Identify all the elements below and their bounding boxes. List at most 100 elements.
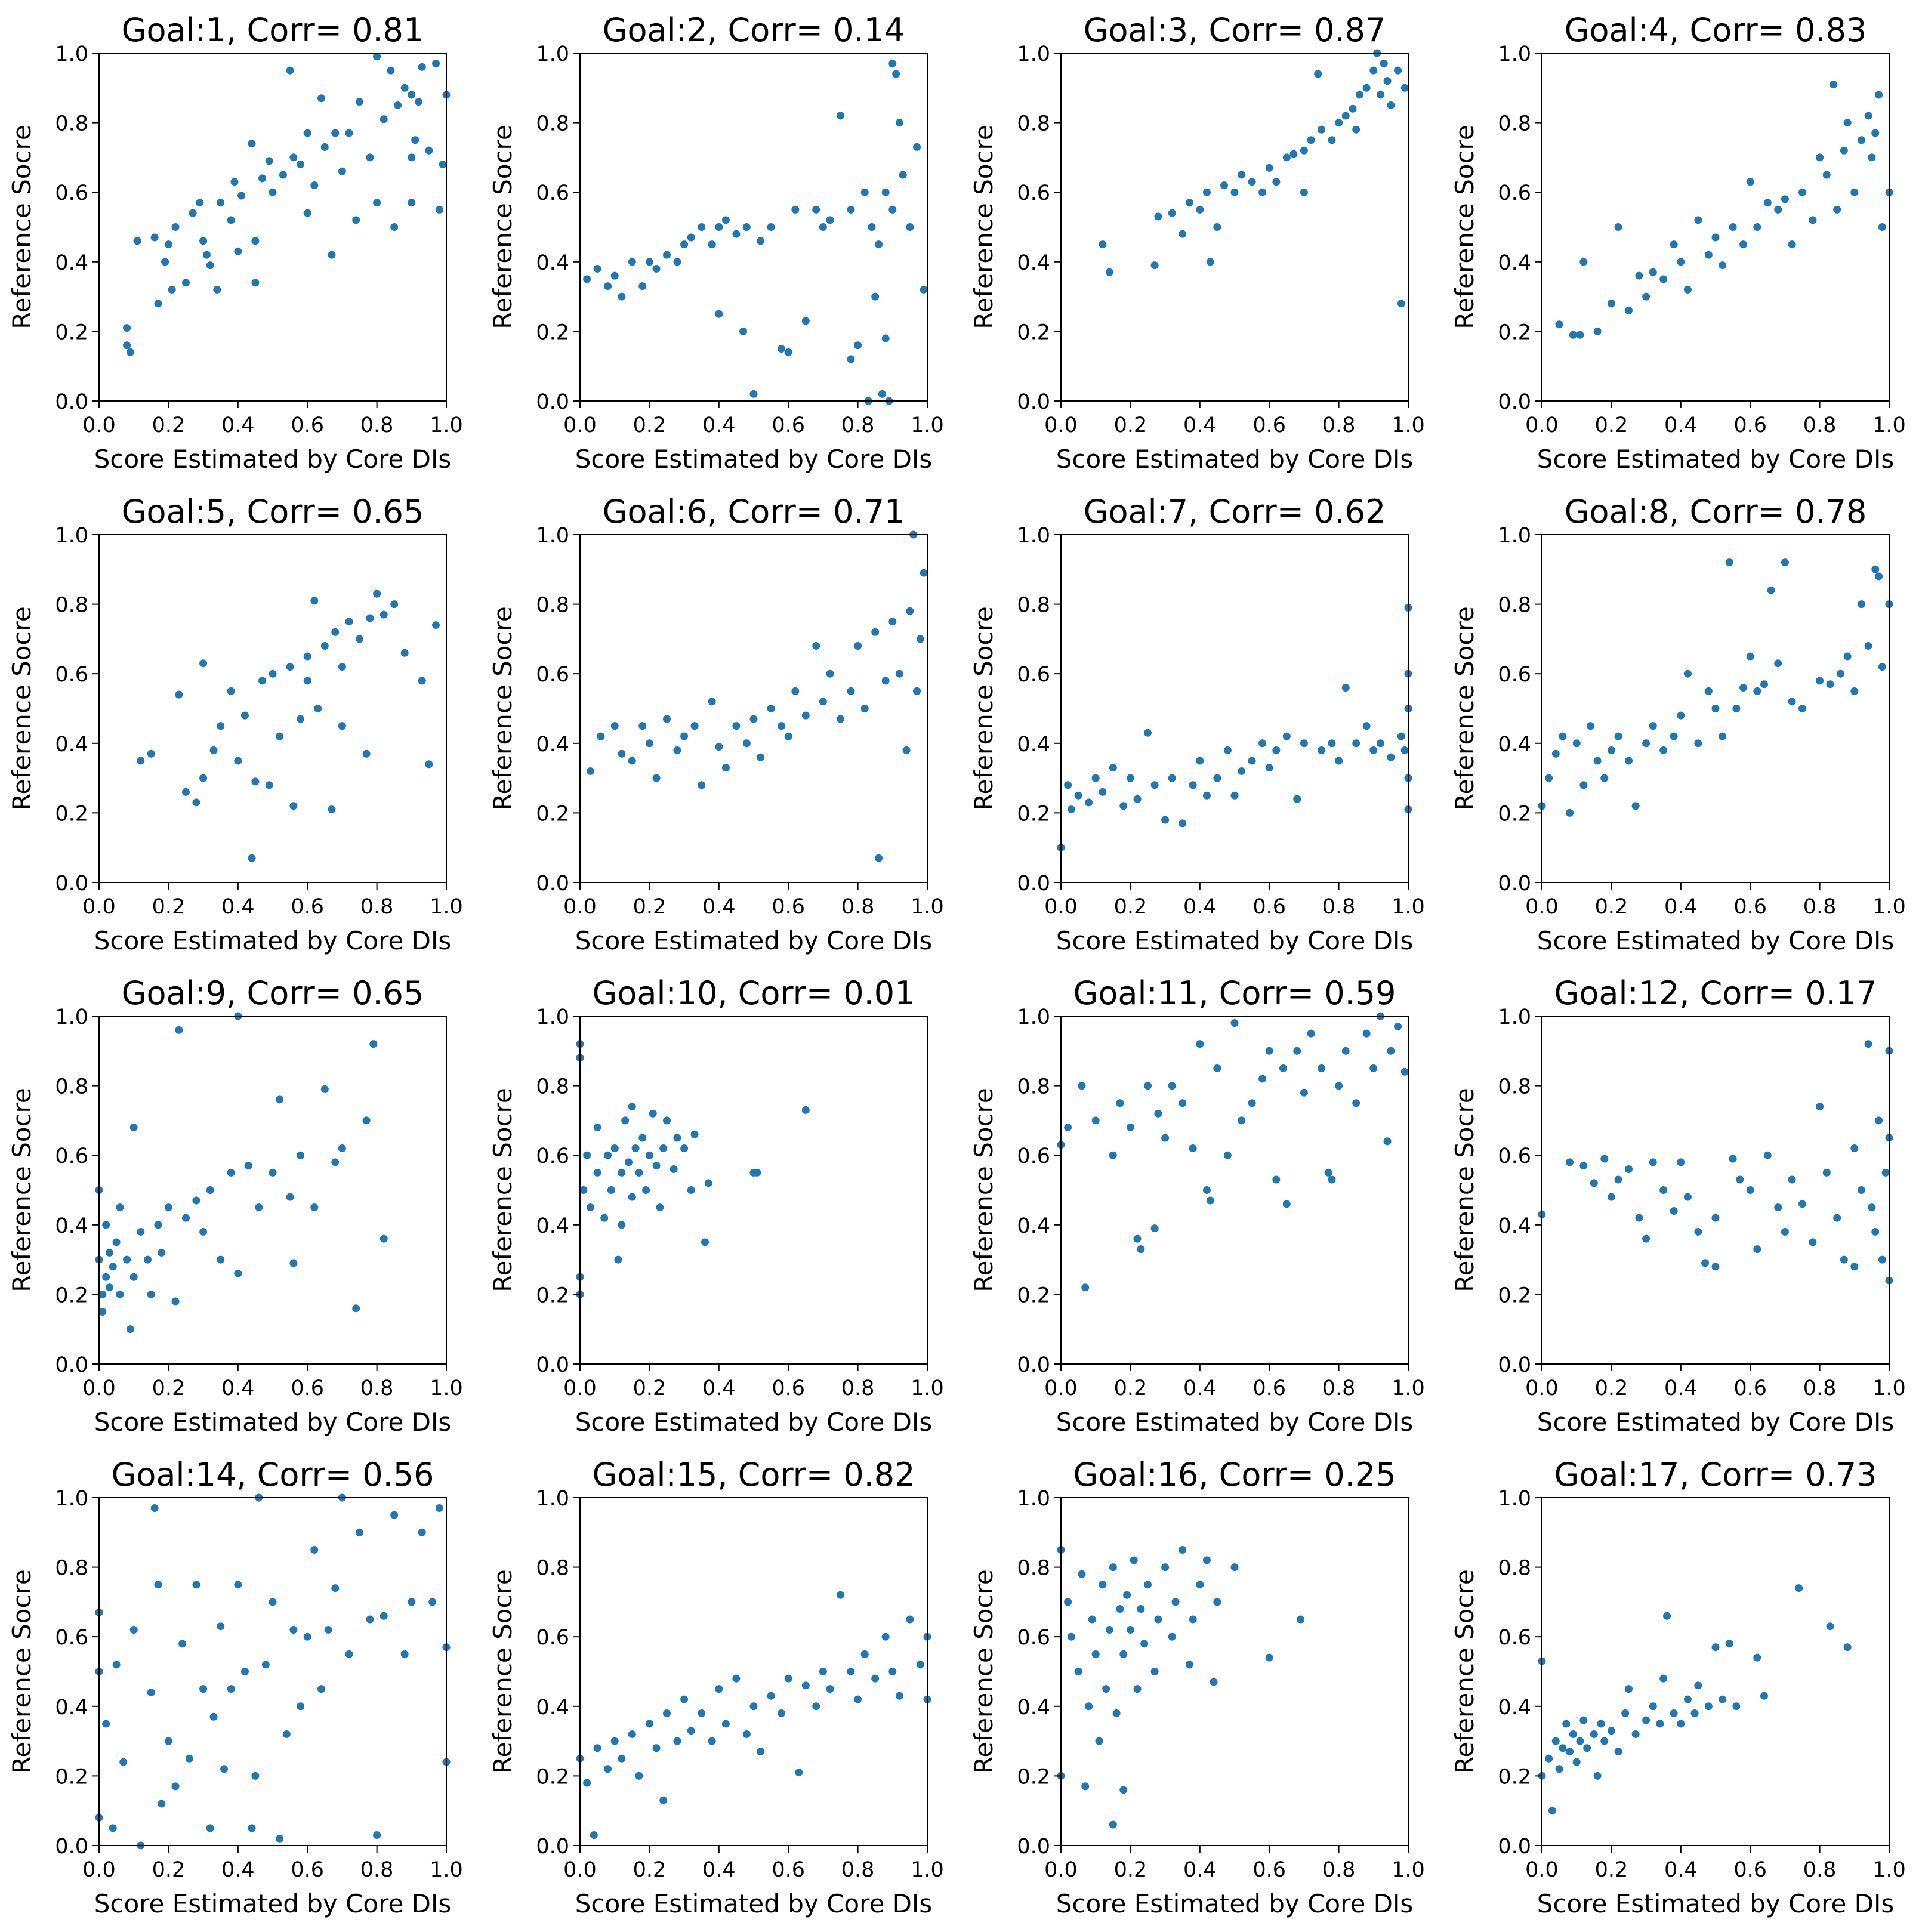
data-point (837, 1591, 844, 1599)
data-point (297, 715, 305, 723)
subplot: 0.0 0.2 0.4 0.6 0.8 1.0 0.0 0.2 0.4 0.6 0.8 1.0 Goal… (969, 493, 1425, 955)
data-point (1694, 216, 1702, 224)
data-point (1112, 1709, 1121, 1717)
x-tick-label: 0.4 (702, 1858, 736, 1882)
data-point (895, 669, 903, 678)
x-tick-label: 0.6 (291, 413, 324, 437)
data-point (1656, 1720, 1664, 1728)
data-point (230, 178, 239, 186)
y-axis-label: Reference Socre (969, 606, 998, 810)
data-point (638, 282, 647, 291)
data-point (1593, 1771, 1602, 1780)
data-point (1871, 1227, 1880, 1236)
x-axis-label: Score Estimated by Core DIs (575, 445, 933, 474)
data-point (209, 746, 218, 754)
data-point (614, 1255, 622, 1264)
data-point (154, 1581, 162, 1589)
data-point (1116, 1099, 1124, 1107)
data-point (1356, 91, 1364, 99)
y-axis-label: Reference Socre (1450, 1569, 1479, 1773)
data-point (1850, 188, 1859, 196)
data-point (1767, 586, 1775, 594)
data-point (1126, 1626, 1134, 1634)
data-point (1659, 275, 1668, 283)
data-point (240, 1668, 249, 1675)
data-point (1126, 1124, 1134, 1132)
data-point (418, 677, 426, 685)
y-tick-label: 1.0 (55, 42, 88, 66)
data-point (1258, 1075, 1267, 1083)
data-point (860, 705, 869, 712)
y-tick-label: 0.8 (1498, 112, 1531, 136)
data-point (1081, 1782, 1090, 1791)
data-point (1210, 1678, 1218, 1686)
data-point (1694, 1681, 1702, 1690)
data-point (171, 1297, 180, 1306)
data-point (400, 84, 409, 92)
x-tick-label: 0.8 (1803, 413, 1837, 437)
y-tick-label: 1.0 (55, 1005, 88, 1029)
data-point (408, 91, 416, 99)
data-point (1085, 798, 1093, 807)
data-point (767, 223, 775, 231)
x-axis-label: Score Estimated by Core DIs (94, 445, 452, 474)
data-point (369, 1040, 378, 1048)
data-point (826, 1685, 834, 1693)
data-point (1649, 1158, 1657, 1166)
data-point (1663, 1612, 1671, 1620)
data-point (1701, 1259, 1710, 1267)
y-axis-label: Reference Socre (488, 1088, 517, 1292)
data-point (1732, 1702, 1741, 1711)
x-tick-label: 1.0 (1872, 895, 1906, 919)
data-point (1746, 652, 1754, 661)
x-axis-label: Score Estimated by Core DIs (1537, 926, 1895, 955)
y-tick-label: 0.6 (55, 1626, 88, 1650)
data-point (1614, 732, 1622, 740)
data-point (757, 1748, 765, 1756)
data-point (1154, 212, 1162, 221)
data-point (1196, 205, 1204, 214)
x-tick-label: 0.8 (360, 1377, 394, 1400)
y-tick-label: 1.0 (1017, 1005, 1050, 1029)
data-point (645, 1151, 653, 1159)
data-point (269, 188, 277, 196)
data-point (123, 324, 131, 332)
y-tick-label: 0.6 (1017, 1144, 1050, 1168)
data-point (663, 715, 671, 723)
data-point (739, 327, 748, 335)
data-point (1293, 1047, 1301, 1055)
axes-frame (98, 534, 447, 883)
x-axis-label: Score Estimated by Core DIs (1056, 926, 1414, 955)
data-point (356, 1528, 363, 1536)
data-point (1729, 1155, 1737, 1163)
data-point (150, 233, 159, 242)
data-point (255, 1203, 263, 1212)
data-point (286, 66, 294, 75)
y-tick-label: 0.0 (1498, 872, 1531, 896)
x-axis-label: Score Estimated by Core DIs (575, 926, 933, 955)
data-point (320, 1085, 329, 1093)
y-tick-label: 1.0 (1017, 1487, 1050, 1511)
data-point (1179, 819, 1187, 828)
data-point (1788, 1175, 1796, 1184)
data-point (1126, 774, 1134, 782)
data-point (1109, 1820, 1117, 1829)
data-point (854, 341, 862, 350)
data-point (920, 569, 928, 577)
subplot: 0.0 0.2 0.4 0.6 0.8 1.0 0.0 0.2 0.4 0.6 0.8 1.0 Goal… (7, 11, 463, 474)
data-point (715, 743, 723, 751)
data-point (899, 171, 907, 179)
data-point (1670, 732, 1678, 740)
data-point (1074, 1668, 1082, 1675)
data-point (1878, 1255, 1886, 1264)
data-point (618, 1754, 626, 1763)
data-point (328, 251, 336, 259)
data-point (1670, 1709, 1678, 1717)
data-point (628, 1730, 636, 1738)
data-point (380, 1234, 388, 1243)
x-tick-label: 0.6 (772, 1858, 805, 1882)
y-tick-label: 0.0 (536, 1353, 569, 1377)
data-point (234, 1581, 242, 1589)
y-tick-label: 0.6 (536, 663, 569, 687)
data-point (1579, 1716, 1588, 1724)
